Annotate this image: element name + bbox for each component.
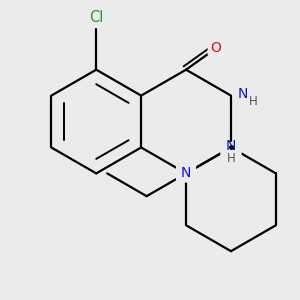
Text: N: N xyxy=(181,167,191,180)
Text: N: N xyxy=(226,139,236,153)
FancyBboxPatch shape xyxy=(220,142,242,168)
Text: H: H xyxy=(249,95,257,108)
Text: N: N xyxy=(237,87,248,101)
FancyBboxPatch shape xyxy=(233,86,260,105)
Text: Cl: Cl xyxy=(89,10,103,25)
Text: H: H xyxy=(226,152,235,165)
Text: O: O xyxy=(210,40,221,55)
FancyBboxPatch shape xyxy=(176,164,196,183)
FancyBboxPatch shape xyxy=(208,39,224,56)
